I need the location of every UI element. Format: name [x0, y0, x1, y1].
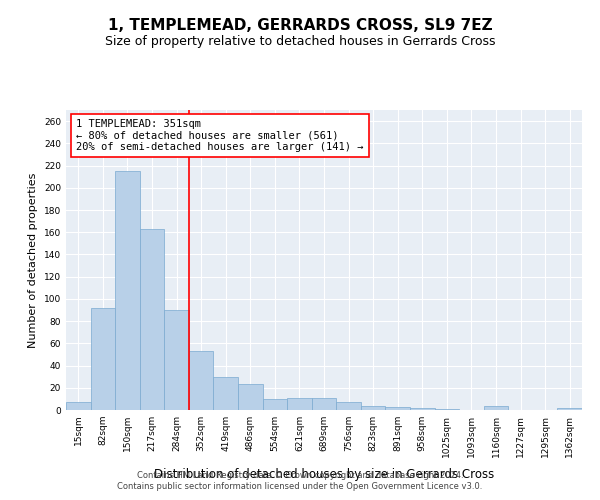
Bar	[287, 398, 312, 410]
Bar	[410, 408, 434, 410]
Bar	[434, 409, 459, 410]
Text: 1 TEMPLEMEAD: 351sqm
← 80% of detached houses are smaller (561)
20% of semi-deta: 1 TEMPLEMEAD: 351sqm ← 80% of detached h…	[76, 119, 364, 152]
Bar	[557, 408, 582, 410]
Text: 1, TEMPLEMEAD, GERRARDS CROSS, SL9 7EZ: 1, TEMPLEMEAD, GERRARDS CROSS, SL9 7EZ	[107, 18, 493, 32]
Bar	[66, 402, 91, 410]
Bar	[115, 171, 140, 410]
Bar	[238, 384, 263, 410]
Bar	[385, 406, 410, 410]
Bar	[214, 376, 238, 410]
Bar	[361, 406, 385, 410]
Bar	[140, 229, 164, 410]
Bar	[263, 399, 287, 410]
Y-axis label: Number of detached properties: Number of detached properties	[28, 172, 38, 348]
Bar	[312, 398, 336, 410]
X-axis label: Distribution of detached houses by size in Gerrards Cross: Distribution of detached houses by size …	[154, 468, 494, 481]
Bar	[164, 310, 189, 410]
Bar	[336, 402, 361, 410]
Text: Size of property relative to detached houses in Gerrards Cross: Size of property relative to detached ho…	[105, 35, 495, 48]
Bar	[91, 308, 115, 410]
Text: Contains public sector information licensed under the Open Government Licence v3: Contains public sector information licen…	[118, 482, 482, 491]
Text: Contains HM Land Registry data © Crown copyright and database right 2024.: Contains HM Land Registry data © Crown c…	[137, 471, 463, 480]
Bar	[484, 406, 508, 410]
Bar	[189, 351, 214, 410]
